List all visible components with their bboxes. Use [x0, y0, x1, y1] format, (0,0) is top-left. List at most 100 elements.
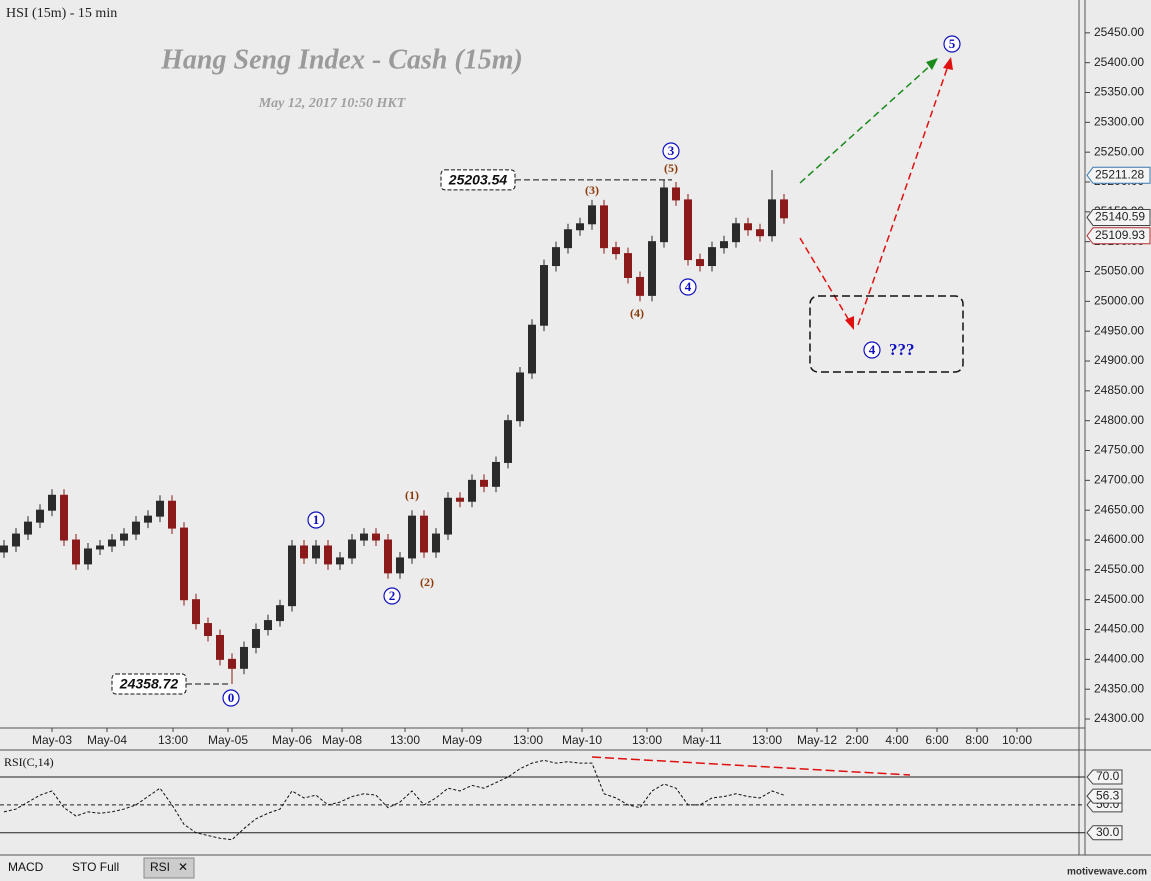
candle-body	[360, 533, 368, 541]
level-box	[111, 673, 187, 695]
candle-body	[600, 205, 608, 249]
y-tick-tag	[1086, 825, 1123, 841]
candle-body	[96, 545, 104, 550]
candle-body	[396, 557, 404, 574]
watermark: motivewave.com	[1067, 867, 1147, 878]
wave-circle	[662, 142, 680, 160]
sub-wave-label: (5)	[664, 161, 678, 175]
x-tick-label: May-05	[208, 733, 248, 747]
y-tick-label: 25450.00	[1094, 25, 1144, 39]
x-tick-label: May-11	[682, 733, 721, 747]
tab[interactable]: STO Full	[72, 860, 119, 874]
candle-body	[540, 265, 548, 326]
candle-body	[384, 539, 392, 574]
wave-label: 0	[228, 690, 235, 705]
candle-body	[648, 241, 656, 296]
y-tick-label: 24550.00	[1094, 562, 1144, 576]
wave-label: 4	[685, 279, 692, 294]
y-tick-label: 25050.00	[1094, 264, 1144, 278]
tab[interactable]: ✕	[178, 860, 188, 874]
candle-body	[552, 247, 560, 267]
candle-body	[228, 658, 236, 669]
candle-body	[468, 479, 476, 502]
candle-body	[240, 646, 248, 669]
y-tick-label: 24850.00	[1094, 383, 1144, 397]
x-tick-label: 13:00	[752, 733, 782, 747]
candle-body	[432, 533, 440, 553]
arrow-head	[845, 316, 854, 330]
candle-body	[264, 620, 272, 631]
sub-wave-label: (3)	[585, 183, 599, 197]
x-tick-label: May-04	[87, 733, 127, 747]
candle-body	[288, 545, 296, 607]
candle-body	[252, 629, 260, 648]
projection-arrow	[799, 63, 933, 184]
candle-body	[444, 497, 452, 535]
x-tick-label: May-09	[442, 733, 482, 747]
y-tick-label: 25000.00	[1094, 294, 1144, 308]
x-tick-label: 13:00	[390, 733, 420, 747]
x-tick-label: 13:00	[632, 733, 662, 747]
candle-body	[276, 605, 284, 622]
tab[interactable]: RSI	[150, 860, 170, 874]
candle-body	[348, 539, 356, 559]
candle-body	[216, 634, 224, 660]
candle-body	[36, 509, 44, 523]
wave-circle	[679, 278, 697, 296]
candle-body	[696, 259, 704, 267]
level-box	[440, 169, 516, 191]
x-tick-label: May-03	[32, 733, 72, 747]
candle-body	[756, 229, 764, 237]
x-tick-label: 6:00	[925, 733, 949, 747]
y-tick-label: 25350.00	[1094, 85, 1144, 99]
candle-body	[48, 494, 56, 511]
price-panel	[0, 0, 1079, 728]
candle-body	[744, 223, 752, 231]
y-tick-label: 24400.00	[1094, 652, 1144, 666]
candle-body	[180, 527, 188, 601]
wave-circle	[863, 341, 881, 359]
candle-body	[144, 515, 152, 523]
candle-body	[60, 494, 68, 541]
wave-circle	[222, 689, 240, 707]
wave-circle	[943, 35, 961, 53]
candle-body	[108, 539, 116, 547]
candle-body	[192, 599, 200, 625]
x-tick-label: 13:00	[513, 733, 543, 747]
price-tag	[1086, 208, 1151, 226]
tab[interactable]: MACD	[8, 860, 44, 874]
candle-body	[204, 623, 212, 636]
wave-label: 4	[869, 342, 876, 357]
wave-label: 1	[313, 512, 320, 527]
rsi-line	[3, 759, 785, 841]
chart-subtitle: May 12, 2017 10:50 HKT	[258, 96, 407, 111]
y-tick-label: 30.0	[1096, 825, 1120, 839]
y-tick-label: 24450.00	[1094, 622, 1144, 636]
rsi-value-label: 56.3	[1096, 788, 1120, 802]
y-tick-label: 24750.00	[1094, 443, 1144, 457]
candle-body	[564, 229, 572, 249]
candle-body	[672, 187, 680, 201]
x-tick-label: 8:00	[965, 733, 989, 747]
tab-active	[143, 857, 195, 879]
candle-body	[12, 533, 20, 547]
candle-body	[24, 521, 32, 535]
target-box	[809, 295, 964, 373]
candle-body	[732, 223, 740, 243]
price-tag	[1086, 166, 1151, 184]
header: HSI (15m) - 15 min	[6, 6, 117, 21]
candle-body	[504, 420, 512, 463]
sub-wave-label: (2)	[420, 575, 434, 589]
y-tick-label: 24900.00	[1094, 353, 1144, 367]
candle-body	[0, 545, 8, 553]
candle-body	[612, 247, 620, 255]
candle-body	[780, 199, 788, 219]
rsi-value-tag	[1086, 788, 1123, 804]
y-tick-label: 24800.00	[1094, 413, 1144, 427]
candle-body	[132, 521, 140, 535]
x-tick-label: May-06	[272, 733, 312, 747]
candles	[0, 170, 788, 684]
y-tick-label: 24500.00	[1094, 592, 1144, 606]
candle-body	[312, 545, 320, 559]
x-tick-label: 10:00	[1002, 733, 1032, 747]
